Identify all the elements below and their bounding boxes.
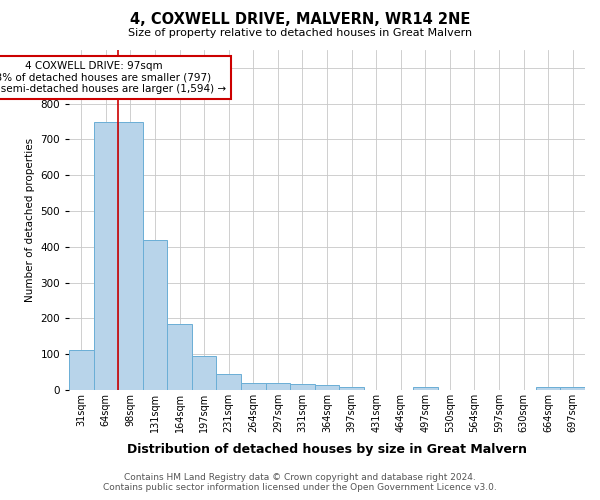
Bar	[266, 383, 290, 390]
X-axis label: Distribution of detached houses by size in Great Malvern: Distribution of detached houses by size …	[127, 444, 527, 456]
Bar	[413, 388, 437, 390]
Text: Contains HM Land Registry data © Crown copyright and database right 2024.
Contai: Contains HM Land Registry data © Crown c…	[103, 472, 497, 492]
Bar	[290, 384, 315, 390]
Bar	[560, 387, 585, 390]
Bar	[241, 383, 266, 390]
Bar	[167, 324, 192, 390]
Bar	[217, 374, 241, 390]
Bar	[94, 122, 118, 390]
Text: 4 COXWELL DRIVE: 97sqm
← 33% of detached houses are smaller (797)
66% of semi-de: 4 COXWELL DRIVE: 97sqm ← 33% of detached…	[0, 60, 226, 94]
Bar	[315, 384, 339, 390]
Bar	[536, 387, 560, 390]
Bar	[118, 122, 143, 390]
Text: Size of property relative to detached houses in Great Malvern: Size of property relative to detached ho…	[128, 28, 472, 38]
Text: 4, COXWELL DRIVE, MALVERN, WR14 2NE: 4, COXWELL DRIVE, MALVERN, WR14 2NE	[130, 12, 470, 28]
Y-axis label: Number of detached properties: Number of detached properties	[25, 138, 35, 302]
Bar	[143, 240, 167, 390]
Bar	[339, 387, 364, 390]
Bar	[192, 356, 217, 390]
Bar	[69, 350, 94, 390]
